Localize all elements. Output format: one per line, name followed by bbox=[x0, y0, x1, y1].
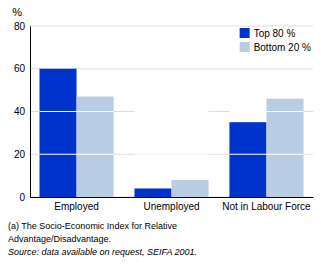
grid bbox=[30, 26, 313, 197]
x-tick: Unemployed bbox=[143, 197, 199, 212]
bar bbox=[229, 122, 266, 197]
bar-divider bbox=[39, 154, 113, 155]
bar bbox=[266, 99, 303, 197]
y-tick: 20 bbox=[14, 149, 30, 160]
y-tick: 40 bbox=[14, 106, 30, 117]
grid-line bbox=[30, 154, 313, 155]
x-axis-line bbox=[31, 197, 314, 198]
y-tick: 0 bbox=[19, 192, 30, 203]
legend-swatch bbox=[240, 28, 250, 38]
bar-divider bbox=[39, 111, 113, 112]
legend: Top 80 % Bottom 20 % bbox=[240, 28, 311, 53]
y-tick: 80 bbox=[14, 21, 30, 32]
grid-line bbox=[30, 111, 313, 112]
y-tick-label: 40 bbox=[14, 106, 26, 117]
x-tick-label: Employed bbox=[54, 201, 98, 212]
footnote: Source: data available on request, SEIFA… bbox=[8, 247, 197, 257]
bar bbox=[39, 69, 76, 197]
x-axis: Employed Unemployed Not in Labour Force bbox=[31, 197, 314, 212]
y-tick-label: 80 bbox=[14, 21, 26, 32]
bar-divider bbox=[229, 111, 303, 112]
bar-divider bbox=[134, 154, 208, 155]
bar bbox=[172, 180, 209, 197]
y-tick-label: 0 bbox=[19, 192, 25, 203]
bars bbox=[39, 69, 303, 197]
legend-label: Top 80 % bbox=[254, 28, 296, 39]
grid-line bbox=[30, 26, 313, 27]
plot: 0 20 40 60 80 Employed Unemployed Not in Labour… bbox=[14, 21, 314, 212]
x-tick-label: Not in Labour Force bbox=[222, 201, 311, 212]
legend-swatch bbox=[240, 42, 250, 52]
x-tick-label: Unemployed bbox=[143, 201, 199, 212]
legend-label: Bottom 20 % bbox=[254, 42, 311, 53]
chart: 0 20 40 60 80 Employed Unemployed Not in Labour… bbox=[0, 0, 321, 269]
x-tick: Not in Labour Force bbox=[222, 197, 311, 212]
y-axis-line bbox=[30, 27, 31, 198]
y-axis: 0 20 40 60 80 bbox=[14, 21, 31, 203]
footnotes: (a) The Socio-Economic Index for Relativ… bbox=[8, 221, 197, 257]
y-tick-label: 60 bbox=[14, 63, 26, 74]
footnote: (a) The Socio-Economic Index for Relativ… bbox=[8, 221, 177, 231]
footnote: Advantage/Disadvantage. bbox=[8, 234, 111, 244]
bar bbox=[134, 188, 171, 197]
y-tick: 60 bbox=[14, 63, 30, 74]
y-tick-label: 20 bbox=[14, 149, 26, 160]
legend-item: Top 80 % bbox=[240, 28, 296, 39]
bar-divider bbox=[229, 154, 303, 155]
legend-item: Bottom 20 % bbox=[240, 42, 311, 53]
bar-divider bbox=[134, 111, 208, 112]
y-axis-title: % bbox=[12, 6, 22, 18]
x-tick: Employed bbox=[54, 197, 98, 212]
